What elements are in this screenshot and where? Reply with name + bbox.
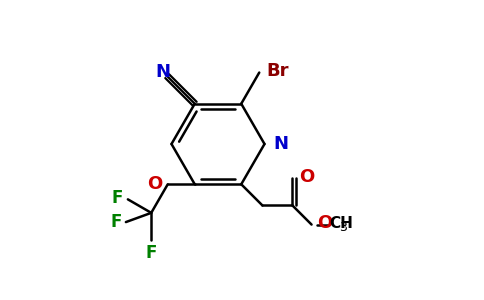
- Text: O: O: [147, 175, 162, 193]
- Text: N: N: [273, 135, 288, 153]
- Text: F: F: [110, 213, 121, 231]
- Text: O: O: [299, 168, 314, 186]
- Text: N: N: [156, 63, 171, 81]
- Text: O: O: [317, 214, 332, 232]
- Text: Br: Br: [267, 62, 289, 80]
- Text: CH: CH: [329, 216, 353, 231]
- Text: 3: 3: [339, 221, 348, 234]
- Text: F: F: [146, 244, 157, 262]
- Text: F: F: [112, 189, 123, 207]
